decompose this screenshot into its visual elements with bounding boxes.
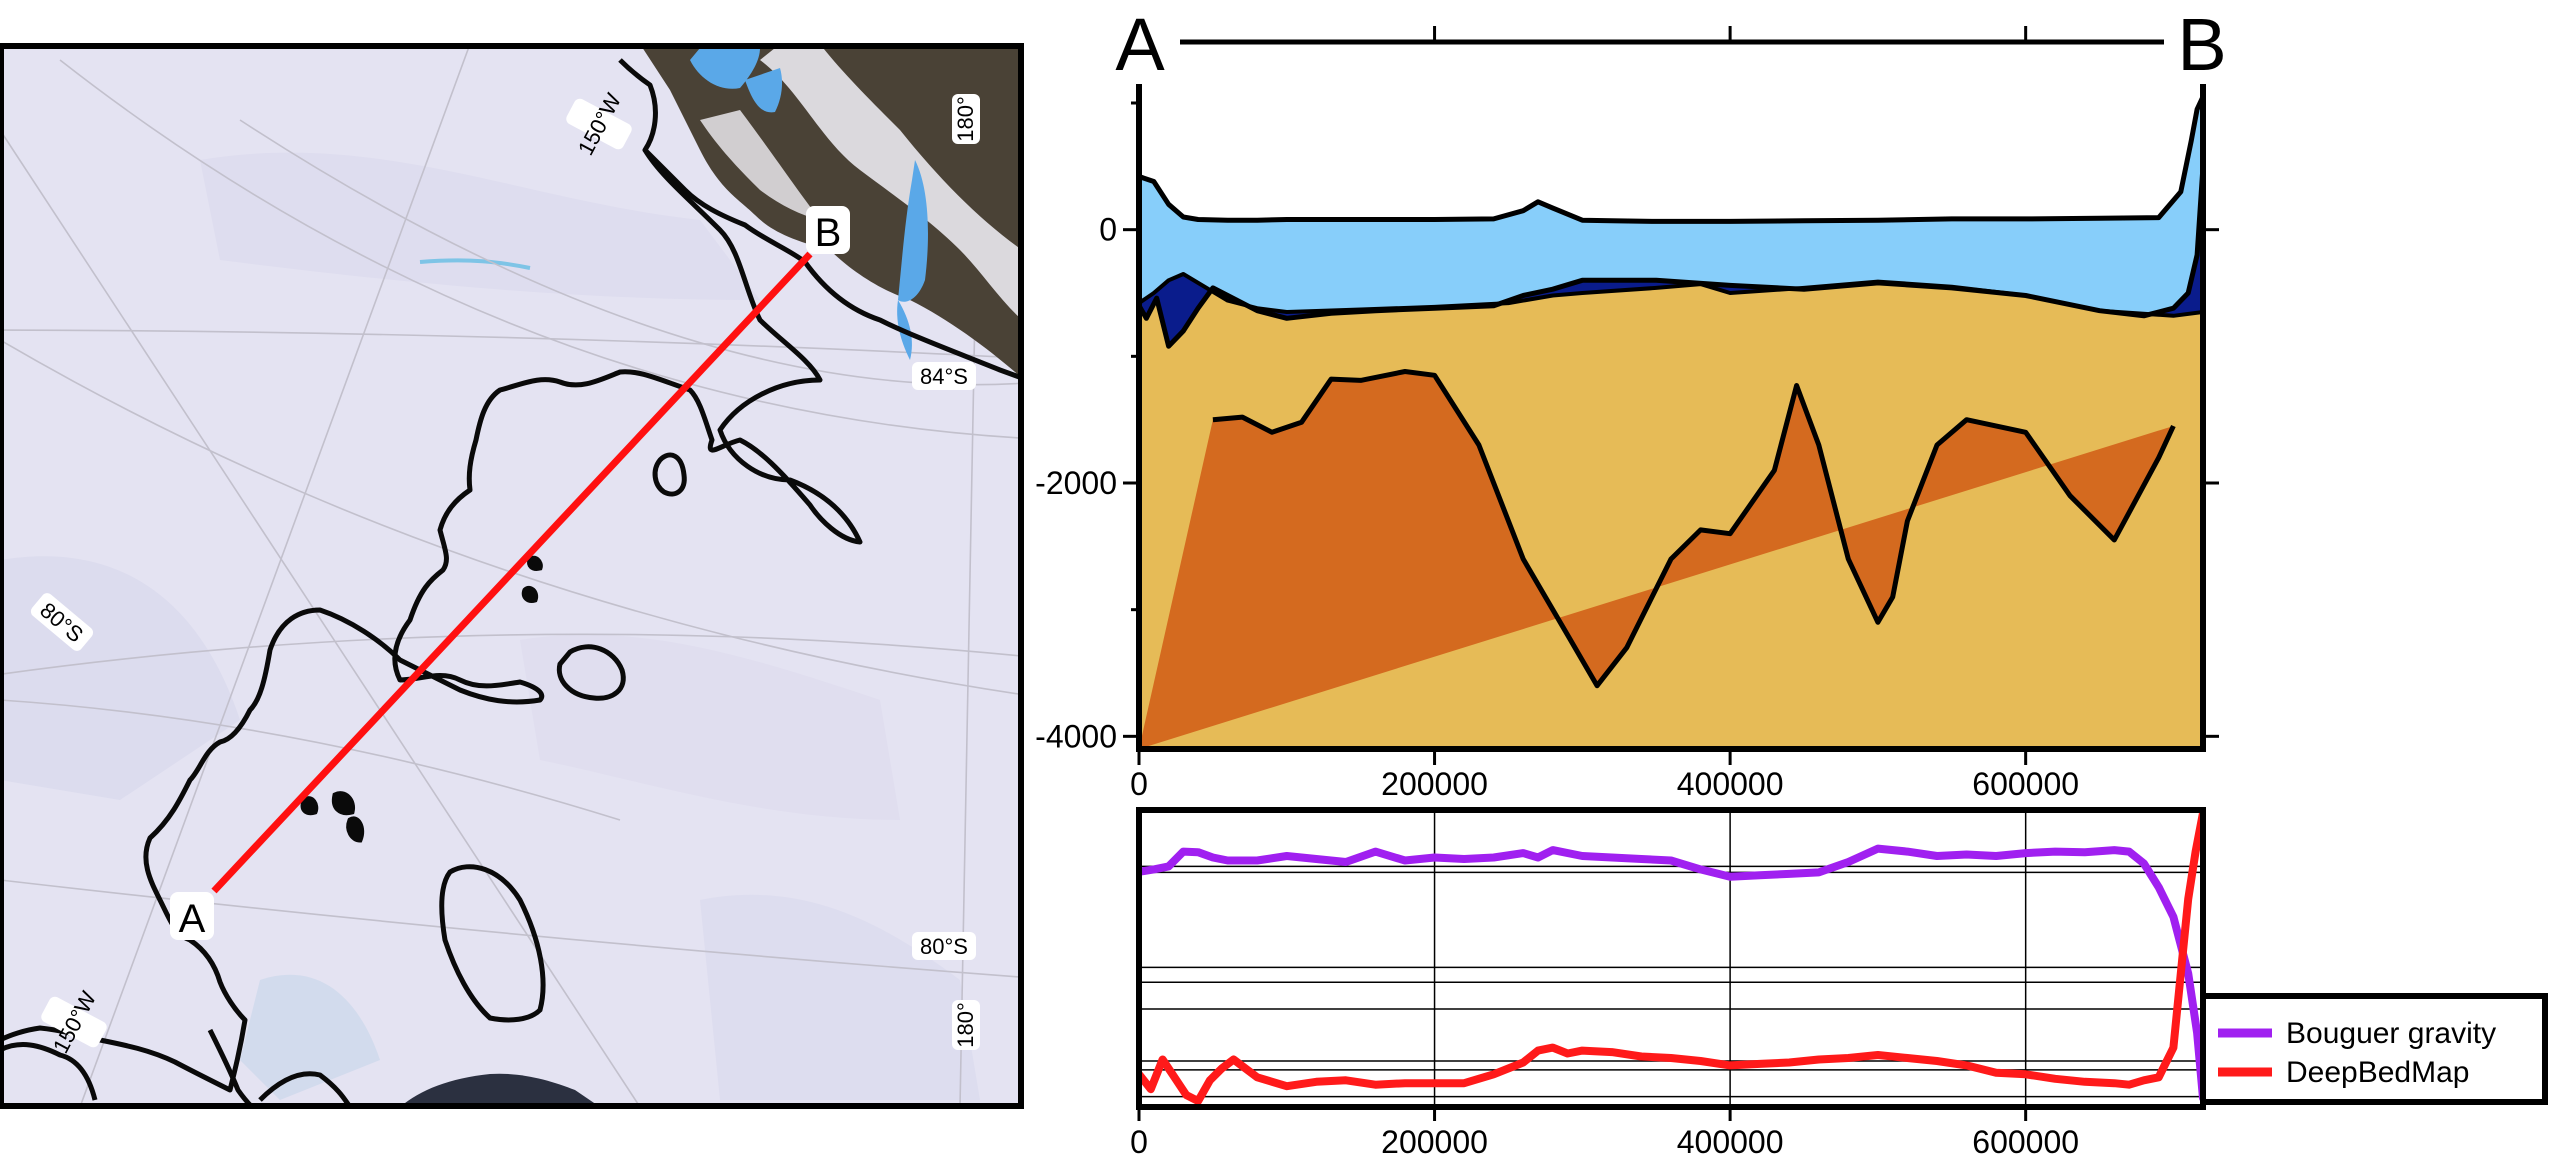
profile-header-ticks [1433, 26, 2028, 42]
graticule-label: 180° [953, 96, 978, 142]
ice-stream [419, 258, 531, 270]
endpoint-b-label: B [815, 211, 842, 255]
graticule-labels: 150°W 180° 84°S 80°S 80°S 150°W 180° [30, 89, 980, 1057]
grounding-line [0, 58, 1022, 1107]
x-tick-label: 0 [1130, 766, 1148, 802]
series-line-deepbedmap [1139, 810, 2203, 1106]
endpoint-a-label: A [179, 897, 206, 941]
mountain-snow [760, 44, 1022, 320]
legend-label-deepbedmap: DeepBedMap [2286, 1056, 2469, 1089]
x-tick-label: 0 [1130, 1124, 1148, 1156]
legend-box [2200, 993, 2548, 1105]
lower-layer-fill [1139, 371, 2174, 749]
profile-sky [1139, 84, 2203, 222]
profile-chart: A B 0 -2000 -4000 0 200000 400000 600000 [1035, 3, 2227, 802]
mountain-snow [700, 110, 820, 220]
open-water [400, 1073, 600, 1107]
x-tick-label: 400000 [1677, 1124, 1784, 1156]
transect-line [211, 251, 813, 894]
x-tick-label: 200000 [1381, 766, 1488, 802]
graticule-label: 84°S [920, 364, 968, 389]
y-tick-label: 0 [1099, 212, 1117, 248]
x-tick-label: 400000 [1677, 766, 1784, 802]
bed-line [1139, 166, 2203, 349]
y-tick-label: -4000 [1035, 718, 1117, 754]
legend-label-bouguer-gravity: Bouguer gravity [2286, 1017, 2496, 1050]
ice-surface-line [1139, 95, 2203, 224]
map-frame [0, 43, 1024, 1109]
graticule-label: 80°S [920, 934, 968, 959]
ice-texture [520, 634, 900, 820]
lake [898, 160, 928, 302]
profile-header-left: A [1115, 3, 1165, 86]
x-tick-label: 600000 [1972, 766, 2079, 802]
islands [300, 452, 687, 1023]
line-chart-frame [1136, 807, 2206, 1110]
lower-layer-line [1212, 369, 2176, 689]
line-axes: 0 200000 400000 600000 [1130, 807, 2206, 1156]
legend: Bouguer gravity DeepBedMap [2200, 993, 2548, 1105]
x-tick-label: 200000 [1381, 1124, 1488, 1156]
ice-texture [240, 974, 380, 1100]
map-panel: A B 150°W 180° 84°S 80°S 80°S 150°W 180° [0, 44, 1022, 1107]
lake [745, 68, 783, 113]
ice-texture [200, 152, 760, 300]
profile-header-right: B [2177, 3, 2226, 86]
endpoint-b-box [806, 206, 850, 254]
line-chart: 0 200000 400000 600000 Bouguer gravity Deep… [1130, 807, 2548, 1156]
endpoint-a-box [170, 892, 214, 940]
y-tick-label: -2000 [1035, 465, 1117, 501]
x-tick-label: 600000 [1972, 1124, 2079, 1156]
ice-texture [700, 894, 980, 1100]
series-line-bouguer-gravity [1139, 844, 2203, 1103]
lake [690, 48, 760, 89]
graticule-label: 180° [953, 1002, 978, 1048]
profile-axes: 0 -2000 -4000 0 200000 400000 600000 [1035, 84, 2219, 802]
